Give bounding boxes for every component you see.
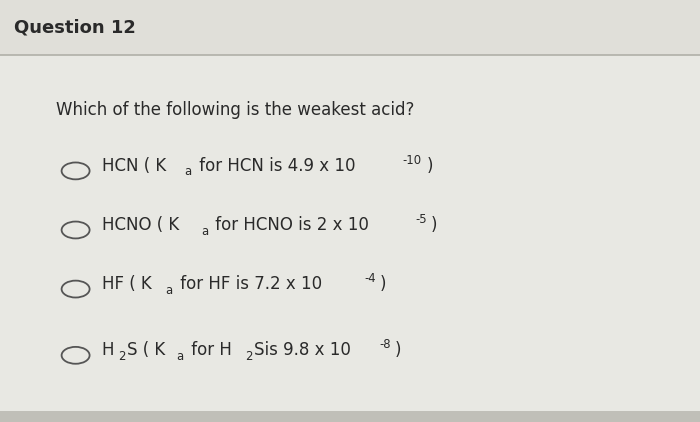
- Text: Question 12: Question 12: [14, 19, 136, 36]
- Text: for HF is 7.2 x 10: for HF is 7.2 x 10: [175, 275, 322, 293]
- Text: 2: 2: [245, 350, 252, 363]
- Text: -10: -10: [402, 154, 421, 167]
- Text: a: a: [166, 284, 173, 297]
- Text: HCN ( K: HCN ( K: [102, 157, 166, 175]
- Text: for HCN is 4.9 x 10: for HCN is 4.9 x 10: [194, 157, 355, 175]
- Text: Sis 9.8 x 10: Sis 9.8 x 10: [254, 341, 351, 359]
- Text: ): ): [379, 275, 386, 293]
- Text: ): ): [394, 341, 400, 359]
- Text: for HCNO is 2 x 10: for HCNO is 2 x 10: [211, 216, 369, 234]
- Text: a: a: [184, 165, 192, 179]
- Text: Which of the following is the weakest acid?: Which of the following is the weakest ac…: [56, 101, 414, 119]
- Text: 2: 2: [118, 350, 125, 363]
- Text: -4: -4: [365, 272, 377, 285]
- Text: for H: for H: [186, 341, 232, 359]
- Text: H: H: [102, 341, 114, 359]
- Text: a: a: [176, 350, 183, 363]
- Text: -8: -8: [379, 338, 391, 351]
- Text: HF ( K: HF ( K: [102, 275, 151, 293]
- Text: a: a: [201, 225, 209, 238]
- Text: S ( K: S ( K: [127, 341, 165, 359]
- FancyBboxPatch shape: [0, 0, 700, 55]
- Text: -5: -5: [415, 213, 427, 226]
- Text: ): ): [430, 216, 437, 234]
- Text: ): ): [427, 157, 433, 175]
- FancyBboxPatch shape: [0, 411, 700, 422]
- Text: HCNO ( K: HCNO ( K: [102, 216, 178, 234]
